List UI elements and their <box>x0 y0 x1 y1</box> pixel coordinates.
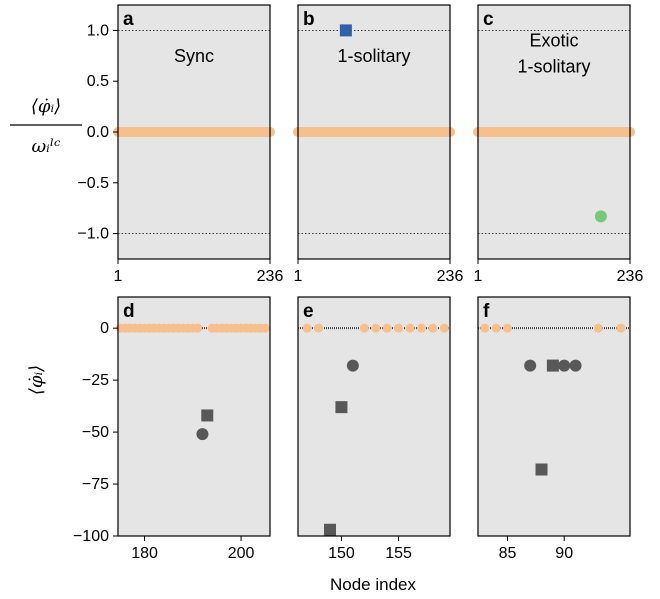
panel-b: b 1-solitary 1 236 <box>293 4 464 285</box>
outlier-circle-point <box>524 359 537 372</box>
panel-f: f 85 90 <box>477 296 631 562</box>
y-tick-label: −50 <box>82 424 109 441</box>
sync-node-point <box>314 323 324 333</box>
outlier-circle-point <box>569 359 582 372</box>
sync-node-point <box>428 323 438 333</box>
x-tick-label: 90 <box>555 545 573 562</box>
sync-node-point <box>439 323 449 333</box>
panel-c-frame <box>477 4 631 260</box>
outlier-square-point <box>546 359 559 372</box>
y-tick-label: 1.0 <box>87 22 109 39</box>
x-tick-label: 236 <box>257 268 284 285</box>
outlier-square-point <box>339 24 352 37</box>
bottom-ylabel: ⟨φ̇ᵢ⟩ <box>26 365 47 395</box>
top-ylabel-numerator: ⟨φ̇ᵢ⟩ <box>31 96 61 117</box>
panel-b-frame <box>297 4 451 260</box>
x-tick-label: 1 <box>114 268 123 285</box>
panel-e-frame <box>297 296 451 537</box>
panel-letter-d: d <box>123 301 135 322</box>
sync-node-point <box>502 323 512 333</box>
panel-letter-a: a <box>123 9 134 30</box>
sync-node-point <box>193 323 203 333</box>
panel-d-background <box>118 297 270 536</box>
panel-e: e 150 155 <box>297 296 451 562</box>
regime-label: Sync <box>174 46 214 66</box>
outlier-square-point <box>335 401 348 414</box>
sync-node-point <box>405 323 415 333</box>
outlier-square-point <box>201 409 214 422</box>
y-tick-label: −75 <box>82 476 109 493</box>
outlier-square-point <box>535 463 548 476</box>
sync-node-point <box>616 323 626 333</box>
x-axis-title: Node index <box>330 575 417 594</box>
sync-node-point <box>491 323 501 333</box>
sync-node-point <box>302 323 312 333</box>
y-tick-label: −0.5 <box>77 175 109 192</box>
sync-node-point <box>394 323 404 333</box>
sync-node-point <box>416 323 426 333</box>
top-ylabel: ⟨φ̇ᵢ⟩ ωᵢˡᶜ <box>10 96 82 157</box>
sync-node-point <box>480 323 490 333</box>
panel-letter-f: f <box>483 301 490 322</box>
sync-node-point <box>371 323 381 333</box>
panel-letter-b: b <box>303 9 315 30</box>
panel-letter-c: c <box>483 9 494 30</box>
x-tick-label: 85 <box>499 545 517 562</box>
panel-e-background <box>298 297 450 536</box>
sync-node-point <box>593 323 603 333</box>
sync-node-point <box>359 323 369 333</box>
x-tick-label: 180 <box>131 545 158 562</box>
y-tick-label: 0.0 <box>87 124 109 141</box>
panel-d-frame <box>117 296 271 537</box>
x-tick-label: 200 <box>228 545 255 562</box>
regime-label: 1-solitary <box>337 46 410 66</box>
y-tick-label: 0.5 <box>87 73 109 90</box>
regime-label: Exotic <box>529 31 578 51</box>
x-tick-label: 1 <box>474 268 483 285</box>
y-tick-label: −25 <box>82 372 109 389</box>
x-tick-label: 236 <box>437 268 464 285</box>
sync-node-point <box>260 323 270 333</box>
x-tick-label: 1 <box>294 268 303 285</box>
x-tick-label: 150 <box>328 545 355 562</box>
panel-f-background <box>478 297 630 536</box>
panel-c: c Exotic 1-solitary 1 236 <box>473 4 644 285</box>
panel-a: a Sync 1.0 0.5 0.0 −0.5 −1.0 1 236 <box>77 4 284 285</box>
top-ylabel-denominator: ωᵢˡᶜ <box>31 136 60 157</box>
panel-d: d0 −25 −50 −75 −100 180 200 <box>73 296 271 562</box>
y-tick-label: −100 <box>73 528 109 545</box>
x-tick-label: 236 <box>617 268 644 285</box>
outlier-square-point <box>324 523 336 536</box>
panel-f-frame <box>477 296 631 537</box>
outlier-circle-point <box>196 428 209 441</box>
x-tick-label: 155 <box>385 545 412 562</box>
panel-letter-e: e <box>303 301 314 322</box>
outlier-circle-point <box>558 359 571 372</box>
regime-label: 1-solitary <box>517 57 590 77</box>
sync-node-point <box>382 323 392 333</box>
outlier-circle-point <box>346 359 359 372</box>
outlier-circle-point <box>594 210 607 223</box>
y-tick-label: 0 <box>100 320 109 337</box>
y-tick-label: −1.0 <box>77 226 109 243</box>
